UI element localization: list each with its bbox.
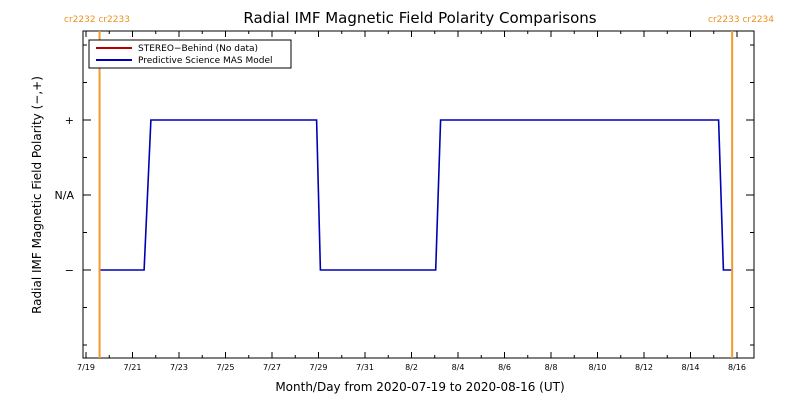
x-tick-label: 7/23 [170, 363, 188, 372]
x-tick-label: 8/10 [589, 363, 607, 372]
x-tick-label: 8/2 [405, 363, 418, 372]
carrington-marker-label: cr2232 cr2233 [64, 15, 130, 25]
series-layer [99, 119, 733, 271]
x-tick-label: 8/8 [545, 363, 558, 372]
legend-box [88, 39, 292, 69]
x-axis: 7/19 7/21 7/23 7/25 7/27 7/29 7/31 8/2 8/4 8/6 8/8… [77, 31, 746, 372]
chart-title: Radial IMF Magnetic Field Polarity Compa… [243, 9, 596, 27]
x-tick-label: 7/21 [124, 363, 142, 372]
carrington-marker-label: cr2233 cr2234 [708, 15, 774, 25]
x-tick-label: 7/31 [356, 363, 374, 372]
y-tick-label: + [65, 114, 74, 127]
x-axis-label: Month/Day from 2020-07-19 to 2020-08-16 … [275, 380, 564, 394]
carrington-markers: cr2232 cr2233 cr2233 cr2234 [64, 15, 774, 358]
y-tick-label: − [65, 264, 74, 277]
x-tick-label: 7/27 [263, 363, 281, 372]
x-tick-label: 8/16 [728, 363, 746, 372]
y-axis-label: Radial IMF Magnetic Field Polarity (−,+) [30, 76, 44, 314]
legend-label-stereo: STEREO−Behind (No data) [138, 44, 258, 54]
legend: STEREO−Behind (No data) Predictive Scien… [88, 39, 292, 69]
x-tick-label: 7/29 [310, 363, 328, 372]
x-tick-label: 8/14 [682, 363, 700, 372]
x-tick-label: 8/4 [452, 363, 465, 372]
x-tick-label: 8/12 [635, 363, 653, 372]
x-tick-label: 8/6 [498, 363, 511, 372]
legend-label-model: Predictive Science MAS Model [138, 56, 273, 66]
plot-frame [82, 30, 755, 359]
series-line-mas-model [99, 119, 733, 271]
x-tick-label: 7/19 [77, 363, 95, 372]
x-tick-label: 7/25 [217, 363, 235, 372]
y-tick-label: N/A [55, 189, 75, 202]
y-axis: + N/A − [55, 44, 754, 346]
